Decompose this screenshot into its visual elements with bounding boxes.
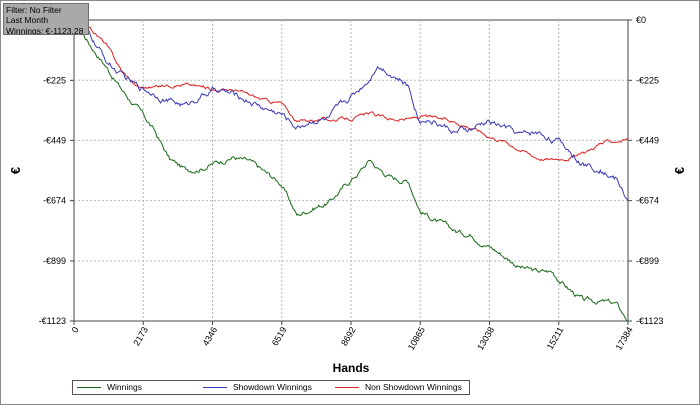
series-line-non-showdown-winnings — [74, 19, 629, 162]
x-tick-label: 0 — [70, 325, 81, 334]
y-tick-label-left: -€449 — [43, 135, 66, 145]
x-tick-label: 13038 — [475, 325, 496, 352]
x-axis-label: Hands — [333, 361, 370, 375]
y-tick-label-right: -€449 — [636, 135, 659, 145]
filter-label: Filter: No Filter — [6, 5, 62, 15]
x-tick-label: 8692 — [339, 325, 358, 347]
y-tick-label-left: -€674 — [43, 196, 66, 206]
y-axis-label-left: € — [8, 167, 23, 174]
period-label: Last Month — [6, 15, 49, 26]
x-tick-label: 4346 — [201, 325, 220, 347]
y-tick-label-left: -€899 — [43, 256, 66, 266]
plot-area — [73, 19, 629, 322]
y-tick-label-right: -€899 — [636, 256, 659, 266]
x-tick-label: 15211 — [545, 325, 566, 351]
chart-legend: Winnings Showdown Winnings Non Showdown Wi… — [72, 380, 470, 395]
y-tick-label-right: -€1123 — [636, 316, 663, 326]
y-axis-label-right: € — [672, 167, 687, 174]
legend-swatch — [77, 387, 101, 388]
y-tick-label-left: -€1123 — [39, 316, 66, 326]
x-tick-label: 10865 — [406, 325, 427, 352]
series-line-showdown-winnings — [73, 19, 629, 201]
y-tick-label-left: -€225 — [43, 75, 66, 85]
x-tick-label: 2173 — [131, 325, 150, 347]
legend-swatch — [203, 387, 227, 388]
x-tick-label: 17384 — [614, 325, 635, 352]
x-tick-label: 6519 — [270, 325, 289, 347]
filter-info-box: Filter: No Filter Last Month Winnings: €… — [3, 3, 89, 35]
legend-label: Winnings — [107, 382, 142, 392]
winnings-total-label: Winnings: €-1123.28 — [6, 25, 84, 35]
legend-label: Showdown Winnings — [233, 382, 312, 392]
y-tick-label-right: €0 — [636, 15, 646, 25]
series-line-winnings — [74, 19, 628, 322]
legend-swatch — [335, 387, 359, 388]
y-tick-label-right: -€674 — [636, 196, 659, 206]
y-tick-label-right: -€225 — [636, 75, 659, 85]
legend-label: Non Showdown Winnings — [365, 382, 462, 392]
